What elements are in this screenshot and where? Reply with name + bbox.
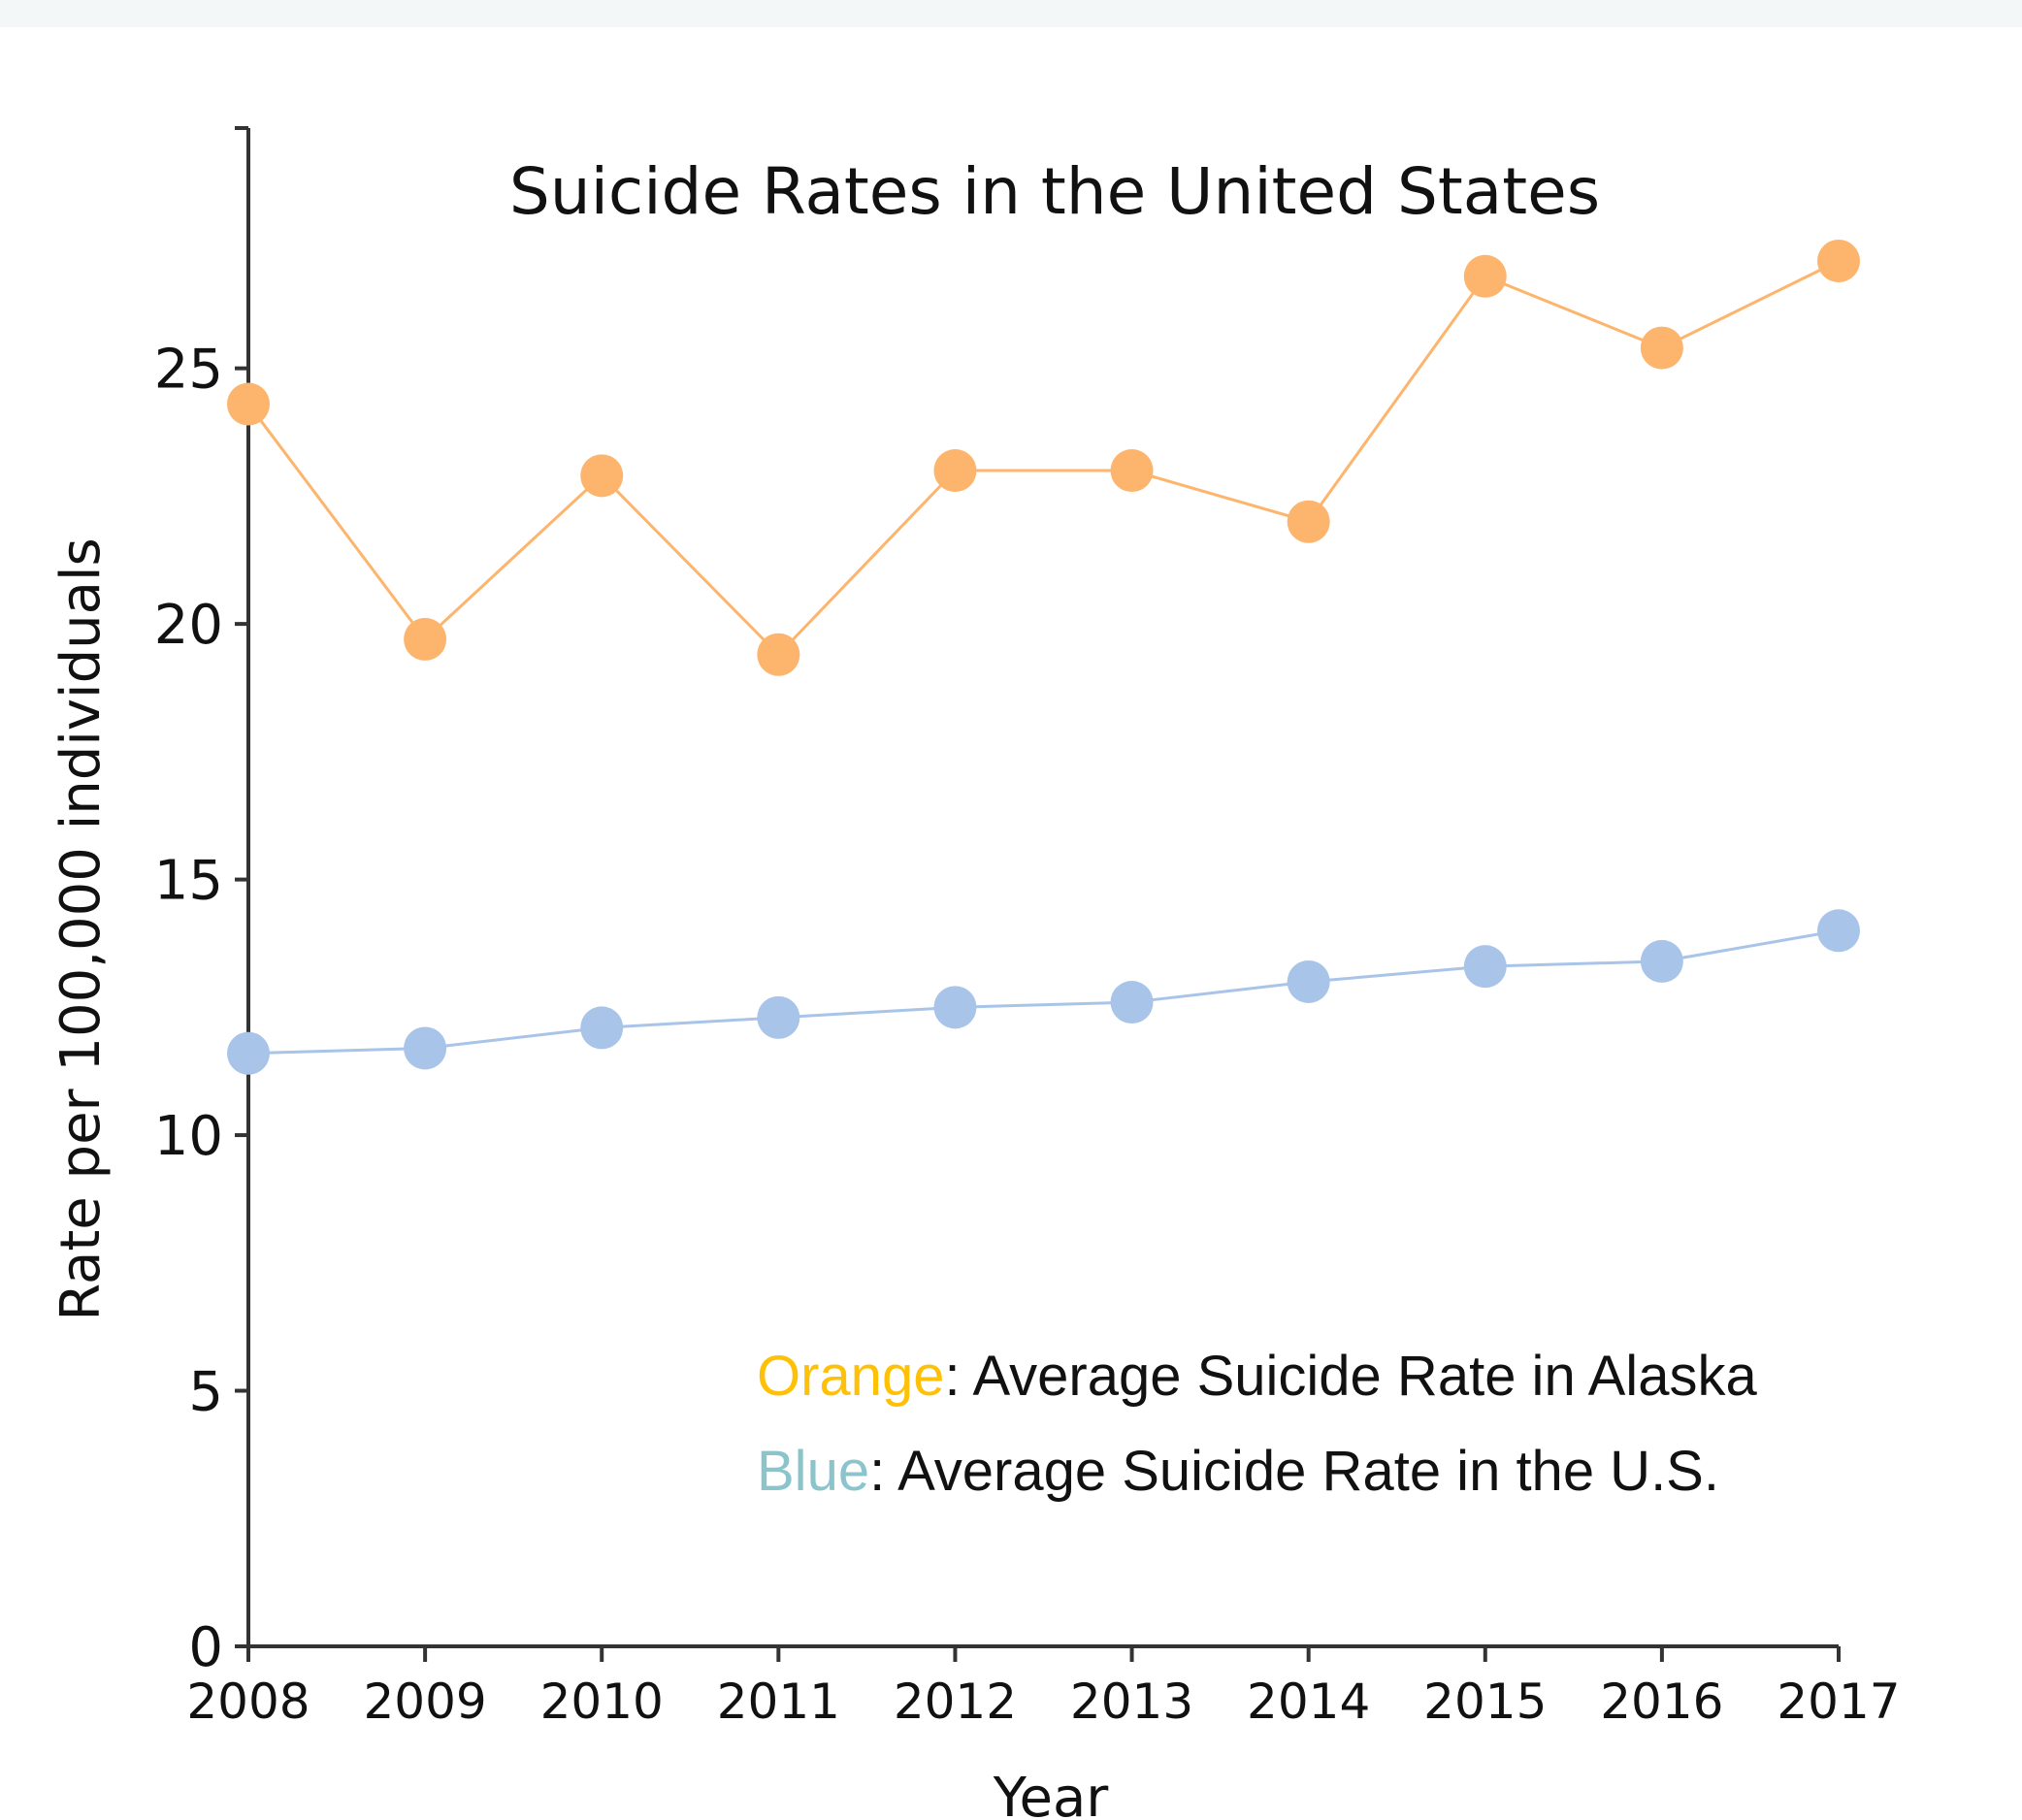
series-1-point xyxy=(1463,254,1507,298)
x-tick-label: 2010 xyxy=(540,1674,664,1730)
legend-text-alaska: : Average Suicide Rate in Alaska xyxy=(944,1345,1757,1408)
top-band xyxy=(0,0,2022,27)
series-1-point xyxy=(404,617,447,661)
series-1-point xyxy=(933,449,977,493)
series-2-point xyxy=(1110,981,1154,1024)
y-tick-label: 25 xyxy=(154,339,223,402)
x-tick-label: 2008 xyxy=(186,1674,310,1730)
legend-entry-us: Blue: Average Suicide Rate in the U.S. xyxy=(757,1424,1757,1519)
series-2-point xyxy=(1640,939,1683,983)
x-tick-label: 2009 xyxy=(363,1674,486,1730)
x-tick-label: 2011 xyxy=(717,1674,840,1730)
series-layer xyxy=(227,240,1860,1075)
series-2-point xyxy=(404,1026,447,1070)
series-1-point xyxy=(1287,500,1330,543)
series-1-point xyxy=(580,454,624,498)
legend-text-us: : Average Suicide Rate in the U.S. xyxy=(869,1440,1719,1503)
y-tick-label: 15 xyxy=(154,850,223,913)
legend-key-blue: Blue xyxy=(757,1440,870,1503)
series-1-point xyxy=(227,382,270,426)
y-tick-label: 10 xyxy=(154,1105,223,1168)
y-tick-label: 0 xyxy=(188,1616,223,1679)
y-axis-title: Rate per 100,000 individuals xyxy=(49,537,113,1320)
x-tick-label: 2017 xyxy=(1777,1674,1900,1730)
series-2-point xyxy=(580,1006,624,1050)
series-1-point xyxy=(757,633,800,676)
series-2-point xyxy=(227,1031,270,1075)
x-tick-label: 2015 xyxy=(1423,1674,1547,1730)
x-axis: 2008 2009 2010 2011 2012 2013 2014 2015 2016 2017 xyxy=(186,1644,1901,1730)
x-tick-label: 2013 xyxy=(1070,1674,1193,1730)
legend-entry-alaska: Orange: Average Suicide Rate in Alaska xyxy=(757,1329,1757,1424)
series-1-point xyxy=(1640,326,1683,370)
series-2-point xyxy=(1817,909,1860,953)
series-1-point xyxy=(1110,449,1154,493)
series-line-1 xyxy=(246,259,1840,657)
x-tick-label: 2012 xyxy=(894,1674,1017,1730)
series-2-point xyxy=(933,986,977,1029)
y-axis: 0 5 10 15 20 25 xyxy=(154,126,250,1679)
x-axis-title: Year xyxy=(993,1767,1110,1820)
series-1-point xyxy=(1817,240,1860,283)
chart-title: Suicide Rates in the United States xyxy=(509,154,1600,229)
legend: Orange: Average Suicide Rate in Alaska B… xyxy=(757,1329,1757,1519)
y-tick-label: 20 xyxy=(154,594,223,657)
series-2-point xyxy=(1287,959,1330,1003)
legend-key-orange: Orange xyxy=(757,1345,945,1408)
series-line-2 xyxy=(247,928,1840,1056)
x-tick-label: 2014 xyxy=(1247,1674,1370,1730)
series-2-point xyxy=(1463,945,1507,989)
y-tick-label: 5 xyxy=(188,1361,223,1424)
series-2-point xyxy=(757,995,800,1039)
x-tick-label: 2016 xyxy=(1600,1674,1723,1730)
